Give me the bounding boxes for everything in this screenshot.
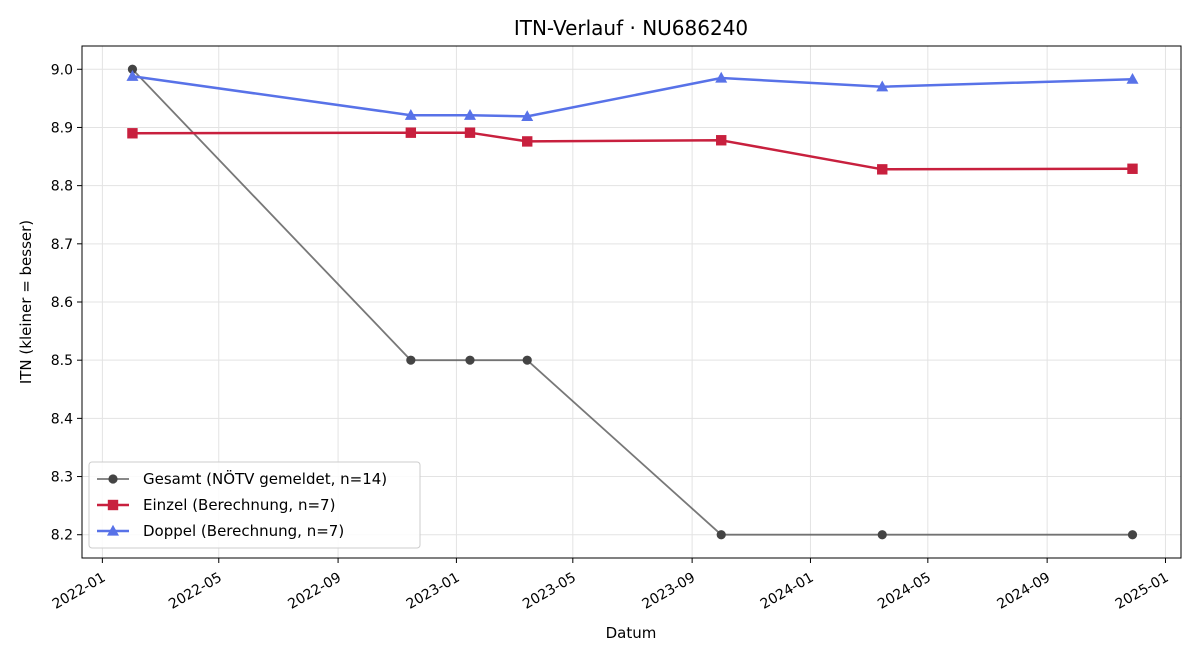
data-point <box>405 127 417 138</box>
y-tick-label: 8.4 <box>51 411 73 427</box>
series-layer <box>126 64 1139 540</box>
data-point <box>876 80 889 92</box>
data-point <box>522 355 532 365</box>
legend-item: Doppel (Berechnung, n=7) <box>97 522 344 540</box>
legend-label: Doppel (Berechnung, n=7) <box>143 522 344 540</box>
data-point <box>1127 530 1138 540</box>
y-tick-label: 8.6 <box>51 295 73 311</box>
x-tick-label: 2024-09 <box>994 570 1053 613</box>
y-tick-label: 8.7 <box>51 237 73 253</box>
data-point <box>464 127 476 138</box>
x-tick-label: 2022-09 <box>285 570 344 613</box>
grid <box>82 46 1181 558</box>
y-tick-label: 9.0 <box>51 62 73 78</box>
y-tick-label: 8.9 <box>51 120 73 136</box>
y-tick-label: 8.5 <box>51 353 73 369</box>
x-tick-label: 2023-01 <box>404 570 463 613</box>
x-tick-label: 2023-09 <box>639 570 698 613</box>
data-point <box>127 64 138 74</box>
legend: Gesamt (NÖTV gemeldet, n=14) Einzel (Bere… <box>88 461 421 549</box>
x-tick-label: 2024-05 <box>875 570 934 613</box>
legend-box <box>88 461 421 549</box>
data-point <box>406 355 416 365</box>
series-line <box>132 131 1133 171</box>
data-point <box>877 164 888 175</box>
data-point <box>127 128 138 139</box>
data-point <box>522 136 533 147</box>
legend-label: Gesamt (NÖTV gemeldet, n=14) <box>143 469 387 488</box>
y-axis-label: ITN (kleiner = besser) <box>17 220 35 384</box>
series-2 <box>126 70 1139 121</box>
data-point <box>521 110 534 121</box>
x-tick-label: 2022-05 <box>166 570 225 613</box>
legend-swatch-marker <box>107 499 119 511</box>
series-1 <box>127 127 1138 175</box>
legend-item: Gesamt (NÖTV gemeldet, n=14) <box>97 469 387 488</box>
x-axis: 2022-01 2022-05 2022-09 2023-01 2023-05 2023-… <box>50 558 1172 613</box>
data-point <box>877 530 887 540</box>
chart-title: ITN-Verlauf · NU686240 <box>514 16 748 40</box>
data-point <box>1127 163 1138 174</box>
data-point <box>1126 72 1139 84</box>
y-tick-label: 8.2 <box>51 528 73 544</box>
series-line <box>132 75 1133 118</box>
y-tick-label: 8.8 <box>51 179 73 195</box>
data-point <box>716 135 727 146</box>
x-tick-label: 2024-01 <box>758 570 817 613</box>
y-tick-label: 8.3 <box>51 470 73 486</box>
series-0 <box>127 64 1138 540</box>
legend-item: Einzel (Berechnung, n=7) <box>97 496 335 514</box>
x-tick-label: 2023-05 <box>520 570 579 613</box>
x-tick-label: 2025-01 <box>1113 570 1172 613</box>
data-point <box>465 355 475 365</box>
legend-label: Einzel (Berechnung, n=7) <box>143 496 335 514</box>
data-point <box>126 70 139 81</box>
data-point <box>715 71 728 83</box>
data-point <box>716 530 726 540</box>
x-tick-label: 2022-01 <box>50 570 109 613</box>
legend-swatch-marker <box>108 474 118 484</box>
data-point <box>463 109 476 120</box>
data-point <box>404 109 417 120</box>
x-axis-label: Datum <box>606 624 657 642</box>
legend-swatch-marker <box>107 524 119 536</box>
y-axis: 8.2 8.3 8.4 8.5 8.6 8.7 8.8 8.9 9.0 <box>51 62 82 544</box>
